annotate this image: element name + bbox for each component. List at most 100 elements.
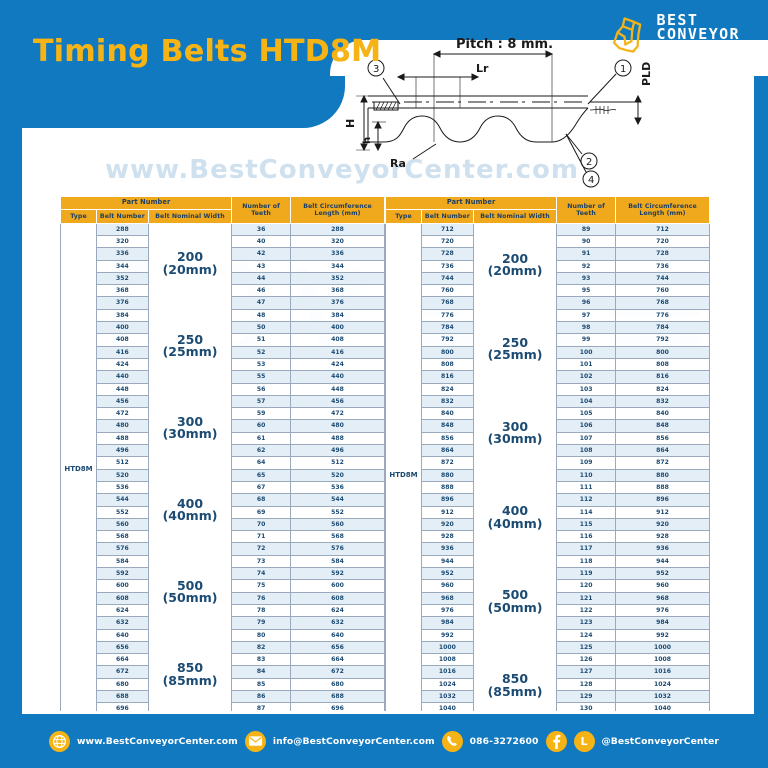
width-option: 200 (20mm) xyxy=(487,250,543,279)
cell-number-of-teeth: 60 xyxy=(231,419,291,433)
cell-belt-circumference-length: 664 xyxy=(289,653,386,667)
table-row: 576 72 576 xyxy=(61,542,386,556)
footer-email[interactable]: info@BestConveyorCenter.com xyxy=(272,735,435,747)
cell-belt-circumference-length: 688 xyxy=(289,689,386,704)
table-row: 496 62 496 xyxy=(61,444,386,458)
robot-arm-icon xyxy=(612,17,641,53)
cell-belt-circumference-length: 624 xyxy=(289,603,386,618)
cell-number-of-teeth: 48 xyxy=(231,308,291,323)
cell-belt-number: 480 xyxy=(95,419,149,433)
cell-belt-number: 952 xyxy=(420,567,474,581)
cell-belt-number: 352 xyxy=(95,271,149,286)
spec-table-left-body: HTD8M 288 200 (20mm) 250 (25mm) 300 (30mm) 400 (4… xyxy=(60,222,386,716)
cell-number-of-teeth: 73 xyxy=(231,554,291,569)
table-row: 408 51 408 xyxy=(61,333,386,347)
table-row: 456 57 456 xyxy=(61,394,386,409)
cell-belt-number: 688 xyxy=(95,689,149,704)
cell-belt-number: 872 xyxy=(420,456,474,470)
cell-type: HTD8M xyxy=(60,223,97,716)
callout-4: 4 xyxy=(588,175,594,186)
cell-belt-circumference-length: 472 xyxy=(289,407,386,421)
cell-belt-number: 728 xyxy=(420,247,474,261)
cell-belt-circumference-length: 720 xyxy=(614,234,711,249)
cell-number-of-teeth: 111 xyxy=(556,480,616,495)
cell-belt-number: 560 xyxy=(95,517,149,532)
cell-number-of-teeth: 51 xyxy=(231,333,291,347)
cell-belt-number: 976 xyxy=(420,603,474,618)
table-row: 320 40 320 xyxy=(61,234,386,249)
cell-number-of-teeth: 47 xyxy=(231,296,291,310)
cell-belt-number: 656 xyxy=(95,640,149,655)
cell-number-of-teeth: 70 xyxy=(231,517,291,532)
table-row: 1016 127 1016 xyxy=(386,665,711,679)
table-row: 744 93 744 xyxy=(386,271,711,286)
cell-belt-circumference-length: 1024 xyxy=(614,677,711,691)
cell-belt-number: 1024 xyxy=(420,677,474,691)
cell-number-of-teeth: 69 xyxy=(231,505,291,519)
table-row: 368 46 368 xyxy=(61,284,386,298)
table-row: 632 79 632 xyxy=(61,616,386,630)
cell-belt-circumference-length: 536 xyxy=(289,480,386,495)
line-icon[interactable]: L xyxy=(573,730,595,752)
cell-number-of-teeth: 91 xyxy=(556,247,616,261)
frame-left-rail xyxy=(0,0,22,768)
cell-number-of-teeth: 124 xyxy=(556,628,616,642)
cell-belt-number: 1032 xyxy=(420,689,474,704)
table-row: 672 84 672 xyxy=(61,665,386,679)
cell-belt-number: 568 xyxy=(95,530,149,544)
cell-belt-number: 336 xyxy=(95,247,149,261)
footer-website[interactable]: www.BestConveyorCenter.com xyxy=(76,735,238,747)
frame-right-rail xyxy=(754,0,768,768)
facebook-icon[interactable] xyxy=(545,730,567,752)
logo-line-3: CENTER xyxy=(656,38,720,57)
width-option: 850 (85mm) xyxy=(487,671,543,699)
cell-belt-circumference-length: 416 xyxy=(289,345,386,359)
cell-belt-circumference-length: 320 xyxy=(289,234,386,249)
cell-belt-circumference-length: 824 xyxy=(614,382,711,396)
cell-number-of-teeth: 93 xyxy=(556,271,616,286)
cell-number-of-teeth: 71 xyxy=(231,530,291,544)
cell-number-of-teeth: 68 xyxy=(231,493,291,507)
cell-belt-circumference-length: 632 xyxy=(289,616,386,630)
cell-belt-circumference-length: 928 xyxy=(614,530,711,544)
header-belt-number: Belt Number xyxy=(95,208,149,224)
cell-number-of-teeth: 128 xyxy=(556,677,616,691)
cell-number-of-teeth: 74 xyxy=(231,567,291,581)
width-option: 400 (40mm) xyxy=(162,495,218,524)
cell-belt-number: 472 xyxy=(95,407,149,421)
cell-belt-number: 800 xyxy=(420,345,474,359)
width-option: 500 (50mm) xyxy=(487,586,543,615)
cell-belt-number: 520 xyxy=(95,468,149,482)
cell-type: HTD8M xyxy=(385,223,422,728)
table-row: 816 102 816 xyxy=(386,370,711,384)
cell-number-of-teeth: 122 xyxy=(556,603,616,618)
envelope-icon xyxy=(244,730,266,752)
cell-belt-circumference-length: 992 xyxy=(614,628,711,642)
footer-contact-bar: www.BestConveyorCenter.com info@BestConv… xyxy=(0,714,768,768)
cell-belt-nominal-width: 200 (20mm) 250 (25mm) 300 (30mm) 400 (40mm) 500(… xyxy=(472,223,558,728)
table-row: 688 86 688 xyxy=(61,689,386,704)
cell-number-of-teeth: 52 xyxy=(231,345,291,359)
cell-belt-circumference-length: 1000 xyxy=(614,640,711,655)
cell-belt-circumference-length: 984 xyxy=(614,616,711,630)
cell-belt-circumference-length: 800 xyxy=(614,345,711,359)
table-row: 600 75 600 xyxy=(61,579,386,593)
cell-belt-circumference-length: 496 xyxy=(289,444,386,458)
footer-phone[interactable]: 086-3272600 xyxy=(469,735,539,747)
cell-belt-circumference-length: 408 xyxy=(289,333,386,347)
cell-belt-number: 744 xyxy=(420,271,474,286)
cell-number-of-teeth: 61 xyxy=(231,431,291,446)
cell-belt-circumference-length: 856 xyxy=(614,431,711,446)
table-row: 928 116 928 xyxy=(386,530,711,544)
table-row: 424 53 424 xyxy=(61,357,386,372)
cell-belt-circumference-length: 376 xyxy=(289,296,386,310)
spec-table-right-body: HTD8M 712 200 (20mm) 250 (25mm) 300 (30mm) 400 (4… xyxy=(385,222,711,728)
cell-number-of-teeth: 119 xyxy=(556,567,616,581)
footer-social[interactable]: @BestConveyorCenter xyxy=(601,735,720,747)
cell-number-of-teeth: 100 xyxy=(556,345,616,359)
cell-belt-circumference-length: 888 xyxy=(614,480,711,495)
cell-belt-circumference-length: 712 xyxy=(614,222,711,237)
header-number-of-teeth: Number of Teeth xyxy=(231,196,291,224)
cell-belt-number: 640 xyxy=(95,628,149,642)
cell-number-of-teeth: 89 xyxy=(556,222,616,237)
